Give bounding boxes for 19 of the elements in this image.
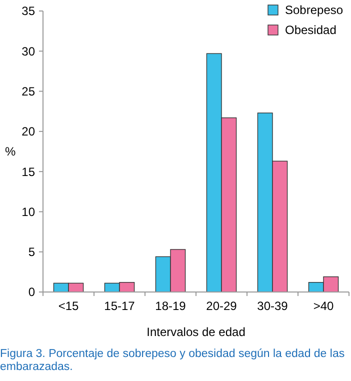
y-tick-label: 25 xyxy=(22,84,36,98)
x-axis-title: Intervalos de edad xyxy=(146,325,246,339)
y-tick-label: 5 xyxy=(28,245,36,260)
x-tick-label: 30-39 xyxy=(257,299,288,313)
text: Figura 3. Porcentaje de sobrepeso y obesidad según la edad de las embarazadas. xyxy=(0,348,346,374)
legend-label: Sobrepeso xyxy=(285,3,344,17)
x-tick-label: 18-19 xyxy=(155,299,186,313)
y-tick-label: 10 xyxy=(22,204,36,219)
y-tick-label: 30 xyxy=(22,44,36,58)
x-tick-label: 15-17 xyxy=(104,299,136,313)
x-tick-label: >40 xyxy=(313,299,334,313)
x-tick-label: <15 xyxy=(58,299,79,313)
y-tick-label: 35 xyxy=(22,4,36,18)
y-tick-label: 0 xyxy=(28,285,36,300)
x-tick-label: 20-29 xyxy=(206,299,238,313)
legend-label: Obesidad xyxy=(285,23,336,37)
y-tick-label: 20 xyxy=(22,124,36,139)
y-tick-label: 15 xyxy=(22,164,36,179)
y-axis-title: % xyxy=(5,144,16,159)
